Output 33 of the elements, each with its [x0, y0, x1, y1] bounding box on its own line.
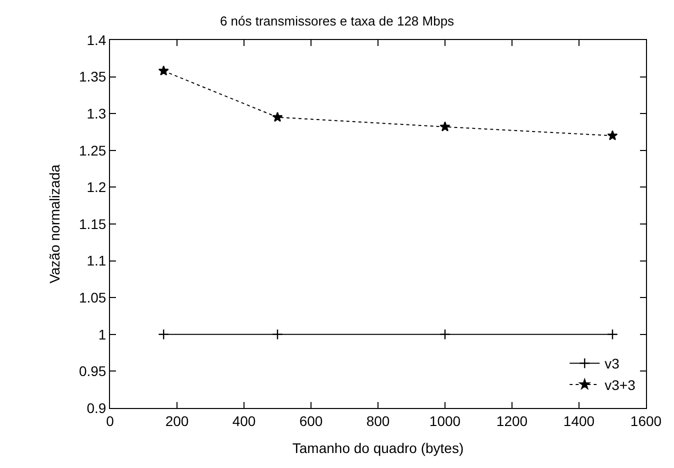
- x-tick-label: 400: [232, 412, 256, 429]
- x-axis-title: Tamanho do quadro (bytes): [292, 440, 464, 456]
- point: [158, 65, 169, 76]
- y-axis-title: Vazão normalizada: [46, 164, 63, 284]
- y-tick-label: 1.05: [78, 290, 106, 306]
- x-tick-label: 0: [106, 412, 114, 429]
- legend-label: v3+3: [604, 376, 636, 393]
- x-tick-label: 1400: [563, 412, 595, 429]
- y-tick-label: 1.25: [78, 142, 106, 158]
- y-tick-label: 1.2: [86, 179, 106, 196]
- point: [272, 112, 283, 122]
- point: [607, 130, 618, 140]
- y-tick-label: 1.1: [86, 252, 106, 269]
- point: [440, 328, 450, 340]
- x-tick-label: 1600: [630, 412, 662, 429]
- x-tick-label: 600: [299, 412, 323, 429]
- chart-title: 6 nós transmissores e taxa de 128 Mbps: [220, 13, 455, 28]
- y-tick-label: 1.3: [86, 106, 106, 122]
- x-tick-label: 1200: [496, 412, 528, 429]
- point: [272, 328, 283, 340]
- y-tick-label: 1.15: [78, 216, 106, 232]
- x-tick-label: 800: [366, 412, 390, 429]
- x-tick-label: 200: [165, 412, 189, 429]
- point: [158, 328, 170, 340]
- point: [607, 328, 618, 340]
- x-tick-label: 1000: [429, 412, 461, 429]
- y-tick-label: 0.95: [78, 363, 106, 380]
- legend-label: v3: [604, 356, 620, 372]
- point: [440, 121, 450, 132]
- y-tick-label: 1: [98, 326, 106, 342]
- y-tick-label: 1.4: [86, 32, 106, 48]
- y-tick-label: 0.9: [86, 400, 106, 416]
- y-tick-label: 1.35: [78, 68, 106, 85]
